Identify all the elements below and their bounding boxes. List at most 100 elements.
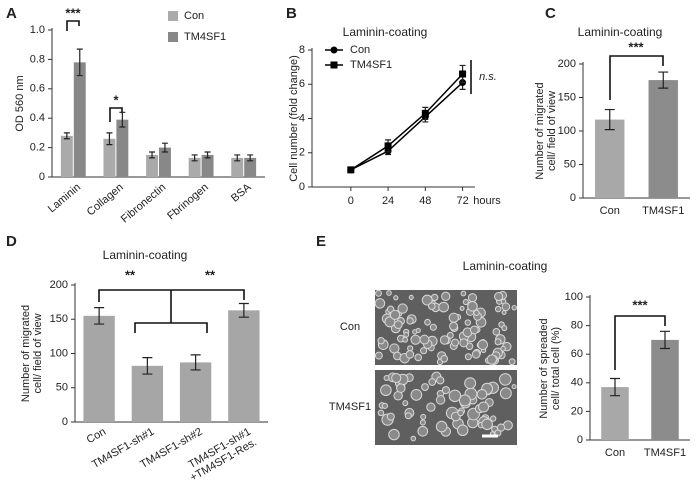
x-tick-label: Con: [600, 205, 620, 217]
cell: [414, 353, 423, 362]
cell: [457, 409, 464, 417]
y-tick-label: 0: [62, 416, 68, 428]
cell: [429, 323, 437, 331]
cell: [460, 290, 467, 297]
cell: [492, 328, 501, 336]
y-tick-label: 100: [565, 291, 583, 303]
cell: [459, 305, 465, 311]
cell: [419, 419, 426, 426]
bar: [146, 154, 158, 177]
point: [347, 166, 355, 174]
cell: [486, 354, 497, 365]
series-line: [350, 81, 464, 171]
cell: [456, 424, 469, 437]
y-tick-label: 50: [56, 382, 68, 394]
error-bar: [161, 142, 168, 153]
x-tick-label: 0: [348, 195, 354, 207]
y-axis-label: Cell number (fold change): [288, 55, 300, 182]
legend-label: TM4SF1: [350, 59, 392, 71]
cell: [494, 305, 502, 313]
significance-bracket: [609, 55, 664, 100]
x-tick-label: Laminin: [46, 181, 83, 215]
significance-bracket: [109, 107, 123, 122]
cell: [438, 301, 449, 313]
y-tick-label: 0.8: [30, 53, 45, 65]
y-tick-label: 0: [299, 181, 305, 193]
legend-swatch: [168, 32, 178, 42]
error-bar: [658, 71, 669, 89]
cell: [451, 338, 460, 347]
significance-bracket: [66, 20, 80, 31]
cell: [467, 293, 478, 303]
cell: [374, 351, 383, 360]
error-bar: [190, 354, 201, 371]
cell: [386, 290, 392, 296]
x-tick-label: Con: [605, 447, 625, 459]
cell: [402, 336, 409, 343]
bar: [73, 62, 86, 178]
x-tick-label: 72: [456, 195, 468, 207]
error-bar: [94, 307, 105, 325]
x-tick-label: TM4SF1: [642, 205, 684, 217]
y-tick-label: 0: [570, 192, 576, 204]
error-bar: [610, 377, 620, 397]
error-bar: [106, 132, 113, 146]
cell: [462, 298, 469, 306]
y-tick-label: 1.0: [30, 24, 45, 36]
cell: [396, 383, 406, 393]
error-bar: [76, 48, 83, 77]
cell: [448, 312, 459, 323]
cell: [408, 294, 414, 300]
error-bar: [149, 151, 156, 159]
image-label: Con: [340, 321, 360, 333]
cell: [469, 325, 479, 335]
cell: [490, 415, 497, 422]
error-bar: [660, 330, 670, 350]
cell: [477, 339, 489, 351]
significance: ***: [628, 39, 644, 54]
cell: [439, 335, 450, 345]
cell: [464, 377, 477, 390]
legend-marker: [330, 46, 338, 54]
cell: [427, 302, 436, 310]
cell: [375, 289, 382, 297]
cell: [501, 325, 508, 332]
bar: [179, 362, 212, 422]
cell: [405, 350, 415, 359]
cell: [464, 353, 472, 361]
cell: [404, 412, 412, 420]
cell: [435, 420, 448, 433]
x-tick-label: BSA: [229, 181, 254, 205]
y-tick-label: 200: [50, 279, 68, 291]
legend-label: Con: [184, 10, 204, 22]
cell: [410, 334, 421, 345]
cell: [508, 358, 516, 366]
cell: [377, 337, 385, 345]
error-bar: [63, 132, 70, 140]
bar: [201, 154, 214, 177]
cell: [402, 400, 409, 407]
y-tick-label: 100: [50, 347, 68, 359]
cell: [440, 354, 449, 363]
cell: [386, 412, 395, 421]
chart-title: Laminin-coating: [343, 25, 428, 39]
cell: [458, 394, 471, 407]
y-tick-label: 200: [558, 58, 576, 70]
bar: [228, 310, 260, 422]
cell: [420, 413, 427, 420]
cell: [501, 302, 511, 312]
bar: [651, 339, 679, 440]
y-tick-label: 100: [558, 125, 576, 137]
series-line: [350, 73, 464, 171]
chart-title: Laminin-coating: [463, 259, 548, 273]
cell: [441, 291, 451, 301]
cell: [478, 401, 490, 413]
point: [459, 70, 467, 78]
significance-bracket: [614, 315, 666, 370]
error-bar: [119, 111, 126, 128]
significance: ***: [632, 297, 648, 312]
cell: [464, 319, 472, 326]
cell: [436, 376, 445, 385]
cell: [391, 372, 402, 384]
